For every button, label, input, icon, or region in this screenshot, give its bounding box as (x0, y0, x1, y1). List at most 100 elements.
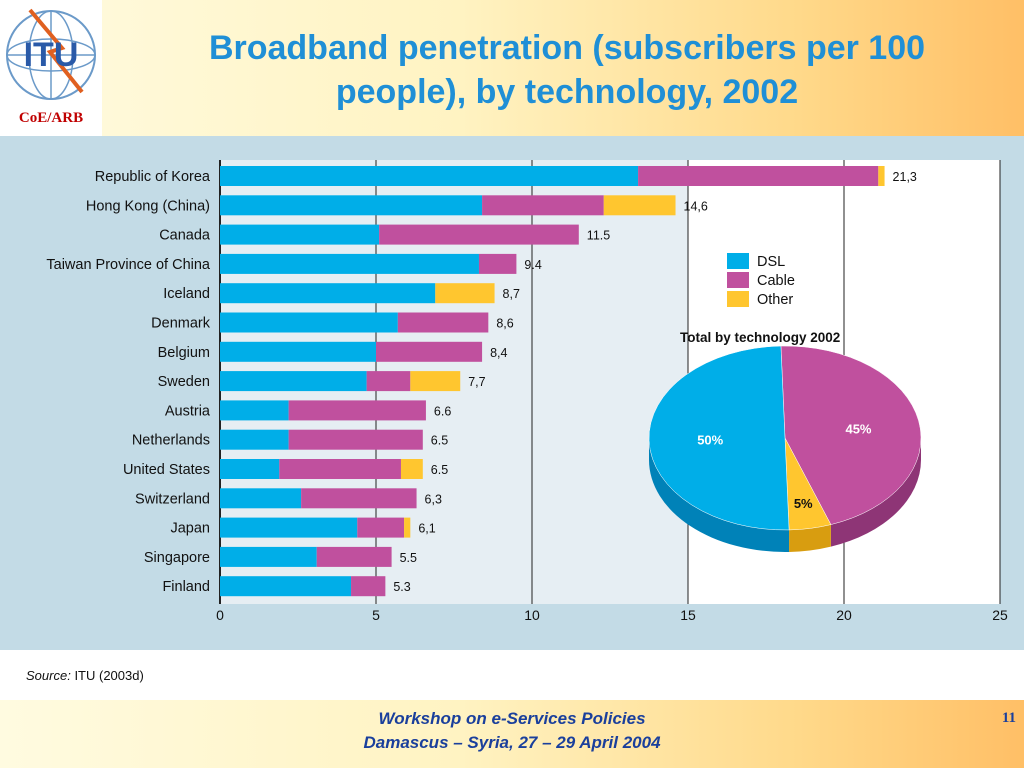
category-label: Belgium (158, 345, 210, 361)
category-label: Taiwan Province of China (46, 257, 211, 273)
category-label: Japan (170, 521, 210, 537)
logo-text: ITU (24, 36, 79, 74)
pie-side-other (789, 524, 831, 552)
bar-dsl (220, 400, 289, 421)
pie-label-other: 5% (794, 496, 813, 511)
legend-swatch-cable (727, 272, 749, 288)
bar-dsl (220, 283, 436, 304)
bar-cable (478, 253, 517, 274)
total-label: 14,6 (684, 199, 708, 213)
category-label: Finland (162, 579, 210, 595)
bar-cable (376, 341, 483, 362)
bar-dsl (220, 517, 358, 538)
bar-dsl (220, 371, 367, 392)
total-label: 6,1 (418, 522, 435, 536)
x-tick-label: 15 (680, 607, 696, 623)
category-label: United States (123, 462, 210, 478)
chart-area: 0 5 10 15 20 25 Republic of Korea 21,3 Hong Kong… (0, 136, 1024, 650)
bar-dsl (220, 488, 302, 509)
x-tick-label: 20 (836, 607, 852, 623)
bar-cable (357, 517, 405, 538)
x-tick-label: 5 (372, 607, 380, 623)
total-label: 5.3 (393, 580, 410, 594)
total-label: 5.5 (400, 551, 417, 565)
bar-dsl (220, 195, 483, 216)
x-tick-label: 10 (524, 607, 540, 623)
pie-label-cable: 45% (845, 422, 871, 437)
source-prefix: Source: (26, 668, 71, 683)
total-label: 8,6 (496, 317, 513, 331)
bar-dsl (220, 312, 398, 333)
total-label: 6.6 (434, 404, 451, 418)
legend-swatch-other (727, 291, 749, 307)
total-label: 6.5 (431, 434, 448, 448)
category-label: Hong Kong (China) (86, 198, 210, 214)
logo-caption: CoE/ARB (18, 110, 84, 126)
bar-cable (288, 400, 426, 421)
itu-globe-icon: ITU (6, 8, 96, 100)
pie-label-dsl: 50% (697, 433, 723, 448)
bar-other (404, 517, 411, 538)
bar-cable (379, 224, 579, 245)
category-label: Canada (159, 228, 211, 244)
bar-cable (288, 429, 423, 450)
chart-svg: 0 5 10 15 20 25 Republic of Korea 21,3 Hong Kong… (46, 160, 1008, 623)
total-label: 8,4 (490, 346, 507, 360)
legend-swatch-dsl (727, 253, 749, 269)
pie-side-cable (830, 438, 921, 547)
bar-dsl (220, 459, 280, 479)
bar-other (400, 459, 423, 479)
bar-dsl (220, 253, 479, 274)
total-label: 8,7 (503, 287, 520, 301)
pie-slice-dsl (648, 345, 790, 531)
pie-side-dsl (649, 438, 790, 552)
bar-dsl (220, 224, 380, 245)
category-label: Austria (165, 403, 211, 419)
total-label: 11.5 (587, 229, 610, 243)
total-label: 6.5 (431, 463, 448, 477)
footer-line2: Damascus – Syria, 27 – 29 April 2004 (363, 733, 661, 752)
legend-label-other: Other (757, 292, 793, 308)
footer: Workshop on e-Services Policies Damascus… (200, 707, 824, 755)
bar-other (878, 166, 885, 186)
x-tick-label: 0 (216, 607, 224, 623)
source-note: Source: ITU (2003d) (26, 668, 144, 683)
total-label: 21,3 (893, 170, 917, 184)
footer-line1: Workshop on e-Services Policies (378, 709, 646, 728)
bar-cable (638, 166, 879, 186)
category-label: Republic of Korea (95, 169, 211, 185)
source-text: ITU (2003d) (74, 668, 144, 683)
itu-logo: ITU CoE/ARB (0, 0, 102, 136)
chart-panel: 0 5 10 15 20 25 Republic of Korea 21,3 Hong Kong… (0, 136, 1024, 700)
bar-dsl (220, 429, 289, 450)
category-label: Netherlands (132, 433, 210, 449)
bar-cable (351, 576, 386, 597)
category-label: Sweden (158, 374, 210, 390)
total-label: 7,7 (468, 375, 485, 389)
bar-cable (482, 195, 604, 216)
bar-dsl (220, 341, 376, 362)
bar-dsl (220, 546, 317, 567)
category-label: Iceland (163, 286, 210, 302)
legend-label-dsl: DSL (757, 254, 785, 270)
page-number: 11 (1001, 710, 1016, 726)
legend-label-cable: Cable (757, 273, 795, 289)
bar-dsl (220, 576, 352, 597)
pie-title: Total by technology 2002 (680, 330, 840, 345)
pie-slice-cable (780, 345, 922, 525)
x-tick-label: 25 (992, 607, 1008, 623)
slide-title-line1: Broadband penetration (subscribers per 1… (208, 29, 926, 67)
category-label: Singapore (144, 550, 210, 566)
slide-title: Broadband penetration (subscribers per 1… (110, 26, 1024, 114)
category-label: Denmark (151, 316, 211, 332)
bar-dsl (220, 166, 639, 186)
bar-cable (316, 546, 392, 567)
total-label: 6,3 (425, 492, 442, 506)
slide-title-line2: people), by technology, 2002 (335, 73, 799, 111)
bar-other (603, 195, 676, 216)
bar-cable (366, 371, 411, 392)
bar-other (410, 371, 461, 392)
bar-cable (279, 459, 401, 479)
total-label: 9.4 (524, 258, 541, 272)
bar-cable (397, 312, 489, 333)
